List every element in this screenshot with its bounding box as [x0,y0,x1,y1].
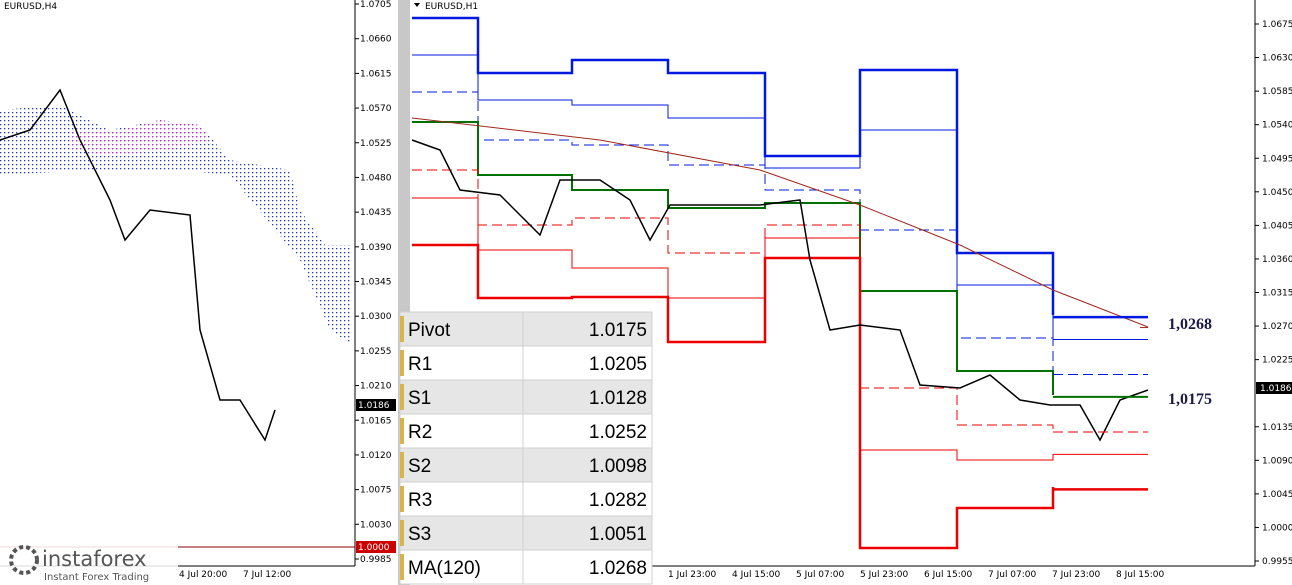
row-value: 1.0205 [589,354,647,375]
x-tick-label: 4 Jul 15:00 [732,570,781,580]
row-label: S2 [408,456,431,477]
row-marker [400,452,404,478]
row-marker [400,316,404,342]
row-label: R2 [408,422,432,443]
cloud [0,105,352,345]
row-marker [400,486,404,512]
x-tick-label: 5 Jul 23:00 [860,570,909,580]
row-marker [400,384,404,410]
row-label: MA(120) [408,558,481,579]
brand: instaforex [42,547,147,571]
watermark: instaforex Instant Forex Trading [0,540,178,585]
row-value: 1.0175 [589,320,647,341]
x-tick-label: 4 Jul 20:00 [179,570,228,580]
s3-history [412,243,1055,550]
y-tick-label: 0.9985 [360,555,392,565]
row-label: Pivot [408,320,451,341]
y-tick-label: 1.0480 [360,173,392,183]
r2-history [412,54,1054,338]
menu-arrow [414,3,420,7]
x-tick-label: 7 Jul 07:00 [988,570,1037,580]
y-tick-label: 1.0225 [1262,356,1292,366]
x-tick-label: 7 Jul 12:00 [243,570,292,580]
cloud [70,120,210,155]
price-line [0,88,276,442]
row-marker [400,554,404,580]
row-marker [400,350,404,376]
y-tick-label: 1.0630 [1262,54,1292,64]
x-tick-label: 5 Jul 07:00 [796,570,845,580]
row-marker [400,418,404,444]
y-tick-label: 1.0540 [1262,121,1292,131]
row-value: 1.0051 [589,524,647,545]
price-tag [356,399,396,411]
y-tick-label: 1.0585 [1262,87,1292,97]
x-tick-label: 8 Jul 15:00 [1116,570,1165,580]
y-tick-label: 1.0030 [360,520,392,530]
y-tick-label: 1.0075 [360,486,392,496]
y-tick-label: 1.0660 [360,35,392,45]
symbol: EURUSD,H1 [425,2,478,12]
y-tick-label: 1.0525 [360,139,392,149]
price-line [411,139,1149,442]
level-tag [356,541,396,553]
table-row [399,549,653,585]
y-tick-label: 1.0120 [360,451,392,461]
y-tick-label: 1.0675 [1262,20,1292,30]
y-tick-label: 1.0135 [1262,423,1292,433]
row-value: 1.0098 [589,456,647,477]
y-tick-label: 1.0000 [1262,523,1292,533]
row-label: S3 [408,524,431,545]
y-tick-label: 0.9955 [1262,557,1292,567]
y-tick-label: 1.0045 [1262,490,1292,500]
y-tick-label: 1.0495 [1262,154,1292,164]
price-tag [1256,382,1292,394]
y-tick-label: 1.0390 [360,243,392,253]
tagline: Instant Forex Trading [44,572,149,583]
y-tick-label: 1.0300 [360,312,392,322]
price-label: 1.0186 [358,401,390,411]
y-tick-label: 1.0270 [1262,322,1292,332]
y-tick-label: 1.0090 [1262,456,1292,466]
price-label: 1.0186 [1260,384,1292,394]
row-label: S1 [408,388,431,409]
y-tick-label: 1.0435 [360,208,392,218]
annotation: 1,0175 [1168,391,1212,408]
y-tick-label: 1.0705 [360,0,392,10]
row-value: 1.0282 [589,490,647,511]
row-label: R1 [408,354,432,375]
row-value: 1.0252 [589,422,647,443]
row-marker [400,520,404,546]
symbol: EURUSD,H4 [4,2,57,12]
y-tick-label: 1.0255 [360,347,392,357]
y-tick-label: 1.0450 [1262,188,1292,198]
table-row [399,311,653,347]
row-label: R3 [408,490,432,511]
x-tick-label: 6 Jul 15:00 [924,570,973,580]
x-tick-label: 1 Jul 23:00 [668,570,717,580]
table-row [399,481,653,517]
y-tick-label: 1.0315 [1262,289,1292,299]
x-tick-label: 7 Jul 23:00 [1052,570,1101,580]
row-value: 1.0268 [589,558,647,579]
logo [9,545,39,575]
y-tick-label: 1.0210 [360,382,392,392]
table-row [399,413,653,449]
y-tick-label: 1.0360 [1262,255,1292,265]
y-tick-label: 1.0165 [360,416,392,426]
y-tick-label: 1.0405 [1262,221,1292,231]
y-tick-label: 1.0615 [360,69,392,79]
pivot-table: Pivot 1.0175 R1 1.0205 S1 1.0128 R2 1.0252 S2 1.0… [399,311,653,585]
ma-line [411,117,1149,328]
pivot-history [412,121,1054,395]
y-tick-label: 1.0345 [360,278,392,288]
y-tick-label: 1.0570 [360,104,392,114]
level-label: 1.0000 [358,543,390,553]
row-value: 1.0128 [589,388,647,409]
annotation: 1,0268 [1168,316,1212,333]
